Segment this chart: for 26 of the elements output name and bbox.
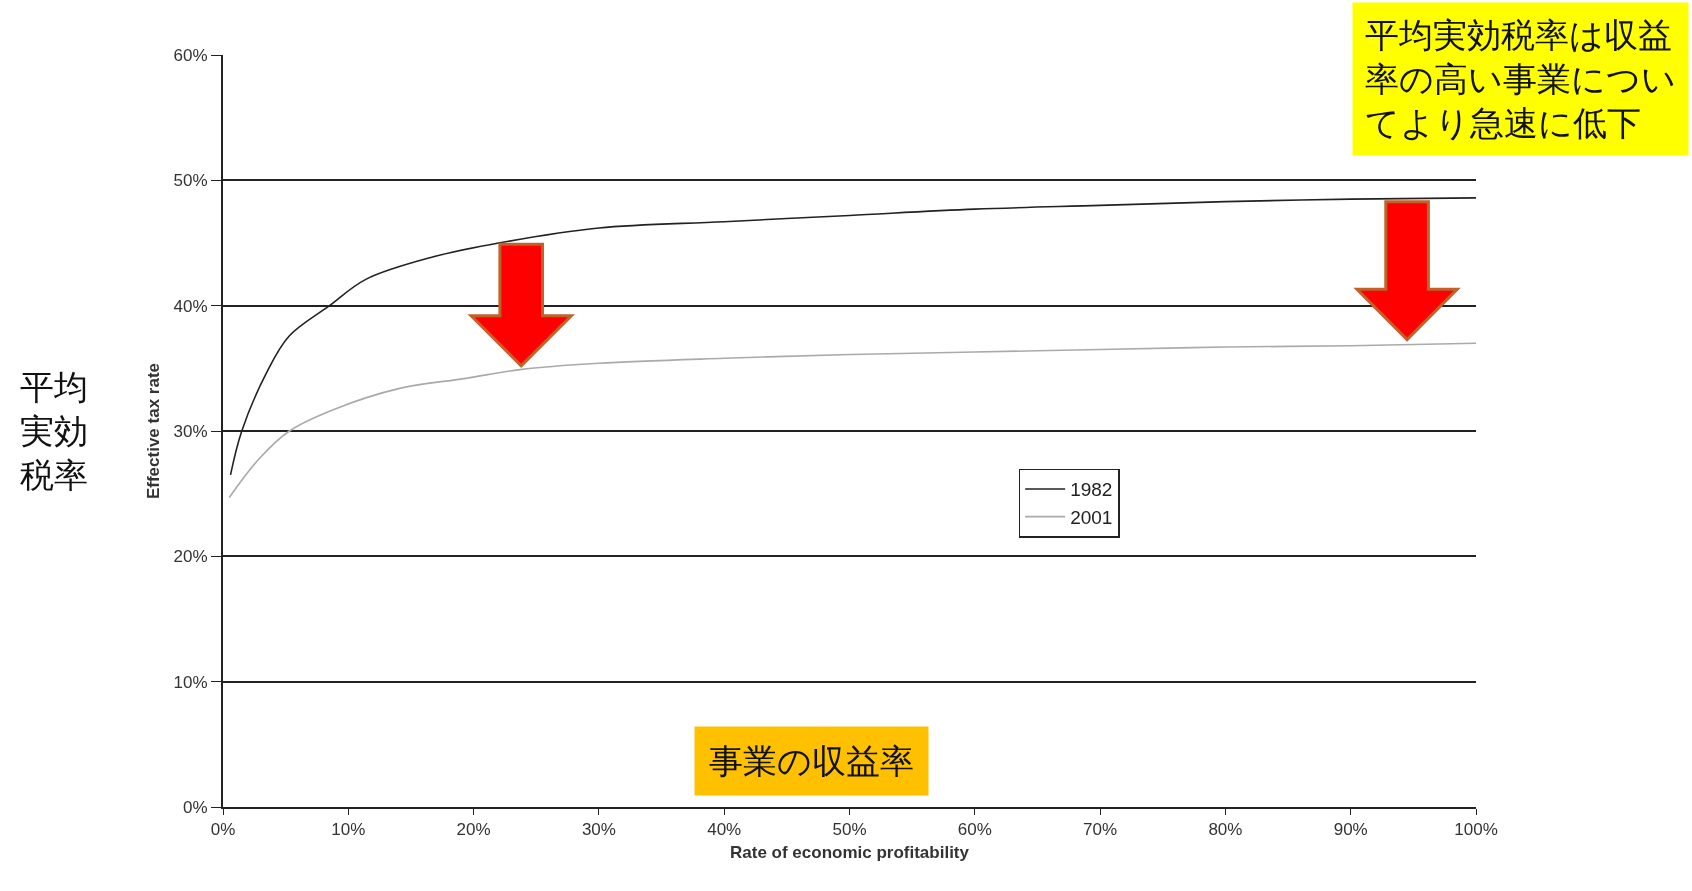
x-tick-label: 40% xyxy=(707,820,742,840)
x-tick-label: 60% xyxy=(957,820,992,840)
y-tick-label: 0% xyxy=(183,797,208,817)
y-tick-label: 30% xyxy=(173,421,208,441)
x-tick-label: 90% xyxy=(1333,820,1368,840)
x-tick-label: 70% xyxy=(1083,820,1118,840)
y-tick-label: 40% xyxy=(173,296,208,316)
y-tick-label: 10% xyxy=(173,672,208,692)
line-series xyxy=(228,342,1476,499)
x-tick-label: 30% xyxy=(581,820,616,840)
y-tick-label: 60% xyxy=(173,45,208,65)
x-tick-label: 50% xyxy=(832,820,867,840)
legend-label: 2001 xyxy=(1070,507,1113,529)
y-tick-label: 50% xyxy=(173,171,208,191)
x-tick-label: 0% xyxy=(210,820,236,840)
y-tick-label: 20% xyxy=(173,547,208,567)
text: 平均実効税率 xyxy=(20,367,88,496)
x-tick-label: 20% xyxy=(456,820,491,840)
annotation: 事業の収益率 xyxy=(709,741,914,781)
legend-label: 1982 xyxy=(1070,479,1113,501)
x-tick-label: 10% xyxy=(331,820,366,840)
y-axis-title: Effective tax rate xyxy=(143,362,163,500)
x-axis-title: Rate of economic profitability xyxy=(730,843,970,863)
x-tick-label: 80% xyxy=(1208,820,1243,840)
x-tick-label: 100% xyxy=(1454,820,1498,840)
annotation: 平均実効税率は収益率の高い事業についてより急速に低下 xyxy=(1365,15,1676,144)
